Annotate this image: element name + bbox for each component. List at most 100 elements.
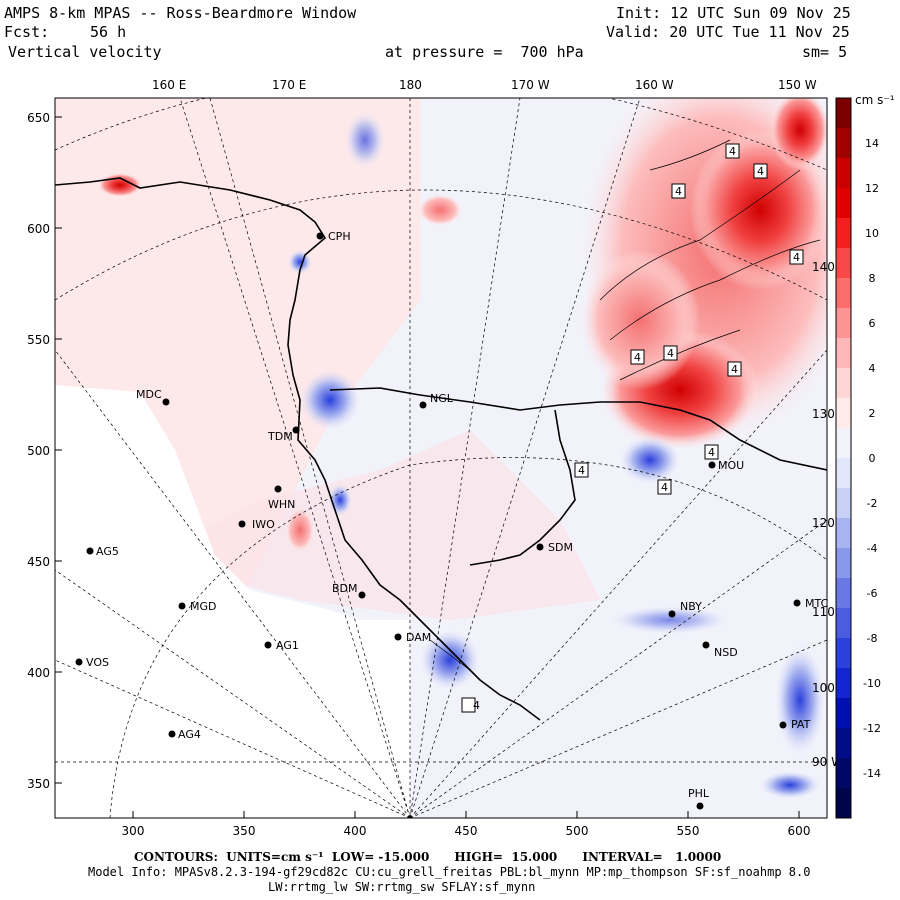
lon-label-170e: 170 E — [272, 78, 306, 92]
contour-box-label: 4 — [473, 699, 480, 712]
contour-box-label: 4 — [793, 251, 800, 264]
y-tick-450: 450 — [27, 555, 50, 569]
colorbar-label: 4 — [869, 362, 876, 375]
blue-patch2 — [775, 645, 825, 755]
station-label-phl: PHL — [688, 787, 710, 800]
blue-patch4 — [288, 250, 312, 274]
forecast-label: Fcst: — [4, 23, 50, 41]
contour-box-label: 4 — [661, 481, 668, 494]
station-label-mtc: MTC — [805, 597, 829, 610]
lon-label-150w: 150 W — [778, 78, 817, 92]
y-tick-650: 650 — [27, 111, 50, 125]
contour-box — [704, 444, 719, 460]
station-label-ag1: AG1 — [276, 639, 299, 652]
plot-frame — [54, 97, 828, 819]
red-core-ne4 — [770, 98, 827, 170]
smoothing-value: sm= 5 — [802, 43, 848, 61]
red-small2 — [286, 508, 314, 552]
x-tick-350: 350 — [233, 824, 256, 838]
top-lon-labels: 160 E 170 E 180 170 W 160 W 150 W — [152, 78, 817, 92]
colorbar-swatch — [836, 338, 851, 369]
colorbar-label: 6 — [869, 317, 876, 330]
station-marker — [264, 641, 272, 649]
colorbar-label: 0 — [869, 452, 876, 465]
red-small1 — [418, 194, 462, 226]
contour-box — [753, 163, 768, 179]
station-label-dam: DAM — [406, 631, 431, 644]
lon-label-160e: 160 E — [152, 78, 186, 92]
colorbar-label: -14 — [863, 767, 881, 780]
contour-box-label: 4 — [667, 347, 674, 360]
colorbar-label: -10 — [863, 677, 881, 690]
contour-box-label: 4 — [708, 446, 715, 459]
contour-box-label: 4 — [731, 363, 738, 376]
station-marker — [178, 602, 186, 610]
colorbar-swatch — [836, 488, 851, 519]
x-tick-550: 550 — [677, 824, 700, 838]
pressure-level: at pressure = 700 hPa — [385, 43, 584, 61]
station-marker — [668, 610, 676, 618]
y-tick-550: 550 — [27, 333, 50, 347]
contour-box — [663, 345, 678, 361]
blue-patch1 — [620, 436, 680, 484]
x-tick-450: 450 — [455, 824, 478, 838]
station-marker — [316, 232, 324, 240]
station-marker — [793, 599, 801, 607]
contour-box-label: 4 — [675, 185, 682, 198]
station-label-nby: NBY — [680, 600, 702, 613]
colorbar-swatch — [836, 548, 851, 579]
station-label-pat: PAT — [791, 718, 811, 731]
plot-area — [55, 98, 827, 818]
y-axis-ticks: 650 600 550 500 450 400 350 — [27, 111, 50, 791]
init-time: Init: 12 UTC Sun 09 Nov 25 — [616, 4, 851, 22]
station-label-vos: VOS — [86, 656, 109, 669]
contour-box — [574, 462, 589, 478]
station-label-cph: CPH — [328, 230, 351, 243]
contour-box — [789, 249, 804, 265]
contour-box — [727, 361, 742, 377]
contour-box — [657, 479, 672, 495]
colorbar-swatch — [836, 518, 851, 549]
station-label-mou: MOU — [718, 459, 744, 472]
station-marker — [708, 461, 716, 469]
blue-patch3 — [300, 370, 360, 430]
colorbar-swatch — [836, 308, 851, 339]
colorbar-swatch — [836, 668, 851, 699]
graticule — [55, 98, 827, 818]
colorbar-swatch — [836, 248, 851, 279]
station-label-whn: WHN — [268, 498, 295, 511]
contour-box-label: 4 — [634, 351, 641, 364]
station-label-ag4: AG4 — [178, 728, 201, 741]
lon-label-180: 180 — [399, 78, 422, 92]
blue-patch8 — [760, 771, 820, 799]
colorbar-label: -4 — [867, 542, 878, 555]
contour-box — [725, 143, 740, 159]
station-marker — [86, 547, 94, 555]
colorbar-swatch — [836, 578, 851, 609]
colorbar-label: 2 — [869, 407, 876, 420]
x-tick-marks — [132, 811, 800, 818]
station-label-ag5: AG5 — [96, 545, 119, 558]
station-label-bdm: BDM — [332, 582, 358, 595]
station-marker — [419, 401, 427, 409]
contour-lines — [429, 139, 821, 671]
forecast-hours: 56 h — [90, 23, 127, 41]
contours-info: CONTOURS: UNITS=cm s⁻¹ LOW= -15.000 HIGH… — [134, 850, 722, 864]
y-tick-500: 500 — [27, 444, 50, 458]
colorbar-label: -2 — [867, 497, 878, 510]
station-label-mgd: MGD — [190, 600, 217, 613]
colorbar-swatch — [836, 638, 851, 669]
contour-label-boxes: 4 4 4 4 4 4 4 4 4 4 4 — [461, 143, 804, 713]
colorbar-swatch — [836, 188, 851, 219]
map-title: AMPS 8-km MPAS -- Ross-Beardmore Window — [4, 4, 357, 22]
pink-region-center — [150, 430, 600, 620]
model-info: Model Info: MPASv8.2.3-194-gf29cd82c CU:… — [88, 865, 811, 879]
colorbar-label: -8 — [867, 632, 878, 645]
colorbar-swatch — [836, 128, 851, 159]
colorbar-swatch — [836, 218, 851, 249]
colorbar-frame — [835, 97, 852, 819]
colorbar-label: -12 — [863, 722, 881, 735]
station-marker — [536, 543, 544, 551]
y-tick-350: 350 — [27, 777, 50, 791]
station-label-iwo: IWO — [252, 518, 275, 531]
